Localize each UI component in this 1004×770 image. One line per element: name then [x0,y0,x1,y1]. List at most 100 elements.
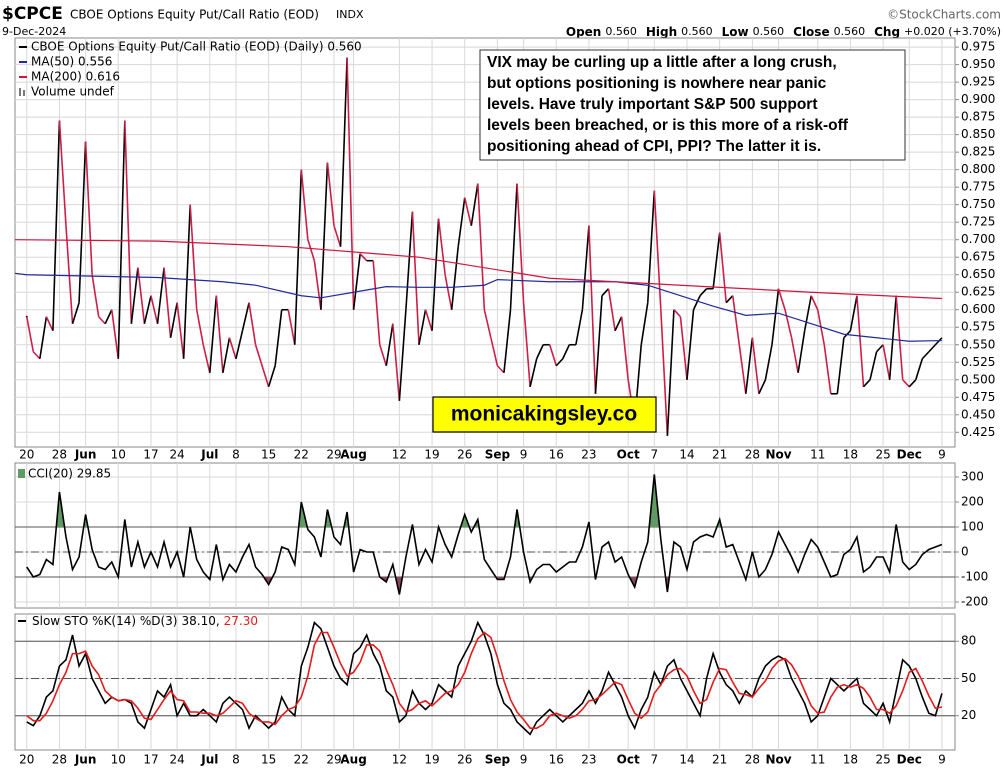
x-tick-label: 16 [549,753,564,767]
series-segment [731,295,741,345]
x-tick-label: Sep [485,753,511,767]
quote-value: 0.560 [681,25,713,38]
y-tick-label: 0.625 [961,285,995,299]
series-segment [686,309,695,380]
x-tick-label: 28 [52,753,67,767]
series-segment [117,120,126,359]
y-tick-label: 0.975 [961,40,995,54]
series-segment [875,344,884,353]
x-tick-label: 8 [232,448,240,462]
x-tick-label: Jun [74,448,97,462]
series-segment [718,232,728,303]
series-segment [535,344,544,360]
watermark: monicakingsley.co [432,396,657,433]
series-line [26,620,943,736]
series-segment [692,295,701,311]
series-segment [895,295,904,380]
y-tick-label: 0.525 [961,355,995,369]
x-tick-label: 25 [875,448,890,462]
x-tick-label: Aug [340,448,366,462]
series-segment [614,316,623,332]
series-segment [797,330,806,373]
series-segment [594,295,603,394]
quote-value: 0.560 [834,25,866,38]
x-tick-label: 17 [143,753,158,767]
series-segment [660,309,669,436]
x-tick-label: 14 [679,448,694,462]
series-segment [346,57,355,310]
series-segment [307,239,316,261]
series-segment [418,309,427,345]
legend-entry: Volume undef [31,85,115,99]
annotation-line: levels been breached, or is this more of… [487,117,849,134]
symbol: $CPCE [2,4,63,24]
series-segment [463,197,473,226]
y-tick-label: 0.800 [961,162,995,176]
y-tick-label: 0.550 [961,337,995,351]
source: ©StockCharts.com [887,8,1001,22]
series-segment [470,183,479,226]
series-segment [862,379,871,388]
series-segment [810,295,819,311]
series-segment [222,337,231,373]
x-tick-label: Jul [200,448,218,462]
y-tick-label: 0.450 [961,407,995,421]
series-segment [32,351,41,360]
x-tick-label: Sep [485,448,511,462]
series-segment [313,260,322,310]
panel-title-text: Slow STO %K(14) %D(3) [32,614,178,628]
x-tick-label: 7 [650,753,658,767]
series-segment [934,337,943,346]
series-segment [490,337,499,366]
x-tick-label: 15 [261,448,276,462]
panel-frame [14,613,956,751]
legend-icon [23,90,25,96]
series-segment [908,379,917,388]
quote-label: Low [722,25,749,39]
y-tick-label: 0.775 [961,180,995,194]
series-segment [300,169,309,240]
panel: -200 -100 0 100 200 300 CCI(20) 29.85 [14,462,988,609]
y-tick-label: -100 [961,570,988,584]
x-tick-label: 19 [424,753,439,767]
series-segment [392,323,401,401]
panel-title: Slow STO %K(14) %D(3) 38.10, 27.30 [32,614,258,628]
series-segment [849,295,858,331]
y-tick-label: 0.575 [961,320,995,334]
series-segment [555,358,564,367]
y-tick-label: 0.700 [961,232,995,246]
series-line [15,239,942,300]
quote-label: High [646,25,677,39]
x-tick-label: 11 [810,753,825,767]
y-tick-label: 0.850 [961,127,995,141]
series-segment [91,274,100,317]
quote-label: Open [566,25,601,39]
series-segment [902,379,910,388]
series-segment [45,316,54,332]
series-segment [124,120,133,324]
series-segment [261,365,270,388]
x-tick-label: 11 [810,448,825,462]
series-segment [326,162,335,226]
x-tick-label: 22 [294,753,309,767]
series-segment [58,120,67,226]
x-tick-label: 19 [424,448,439,462]
series-segment [745,337,754,394]
x-tick-label: 20 [19,448,34,462]
series-segment [777,288,786,310]
series-segment [352,253,361,310]
series-segment [673,309,682,318]
series-segment [104,309,113,325]
x-tick-label: 26 [457,448,472,462]
series-segment [477,183,486,310]
series-segment [84,141,93,275]
series-segment [581,225,590,310]
series-segment [333,225,342,247]
x-tick-label: 18 [843,448,858,462]
x-tick-label: Oct [617,753,640,767]
panel-frame [14,462,956,609]
series-segment [182,204,191,359]
x-tick-label: 17 [143,448,158,462]
series-segment [156,267,165,324]
series-segment [856,295,865,387]
